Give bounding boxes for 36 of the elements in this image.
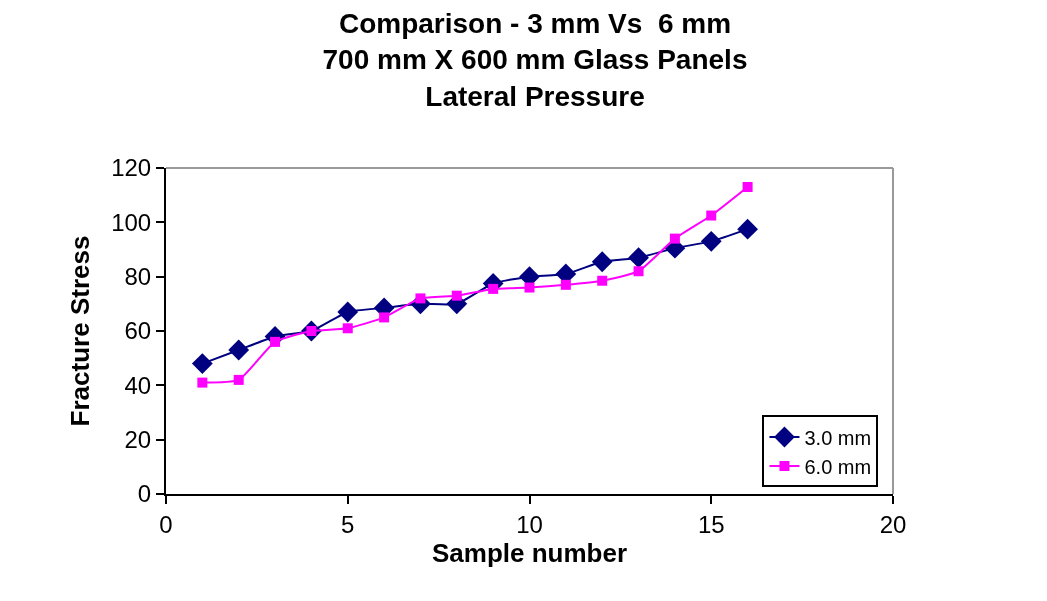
x-tick-label: 0	[159, 510, 173, 538]
point	[591, 251, 613, 273]
y-axis-title: Fracture Stress	[65, 235, 96, 427]
point	[700, 230, 722, 252]
chart-title: Comparison - 3 mm Vs 6 mm 700 mm X 600 mm Glass Panels Lateral Pressure	[322, 8, 748, 112]
point	[706, 210, 717, 221]
x-tick-label: 15	[697, 510, 725, 538]
point	[628, 247, 649, 269]
point	[669, 233, 680, 244]
point	[451, 290, 462, 301]
point	[633, 266, 644, 277]
point	[337, 301, 359, 323]
x-axis-title: Sample number	[431, 537, 628, 568]
point	[524, 282, 535, 293]
y-tick-label: 80	[124, 263, 152, 291]
x-tick-label: 10	[516, 510, 543, 538]
legend-label: 6.0 mm	[804, 455, 872, 478]
y-tick-label: 20	[124, 426, 152, 454]
point	[342, 323, 353, 334]
y-tick-label: 120	[111, 154, 152, 182]
point	[597, 275, 608, 286]
x-tick-label: 5	[341, 510, 355, 538]
y-tick-label: 100	[111, 208, 152, 236]
y-tick-label: 60	[124, 317, 152, 345]
legend-label: 3.0 mm	[804, 426, 872, 449]
point	[228, 339, 250, 361]
point	[191, 353, 213, 374]
y-tick-label: 0	[137, 480, 152, 508]
y-tick-label: 40	[124, 371, 152, 399]
point	[233, 374, 244, 385]
point	[560, 279, 571, 290]
point	[379, 312, 390, 323]
point	[742, 182, 753, 193]
point	[197, 377, 208, 388]
x-tick-label: 20	[879, 510, 907, 538]
point	[737, 218, 758, 240]
